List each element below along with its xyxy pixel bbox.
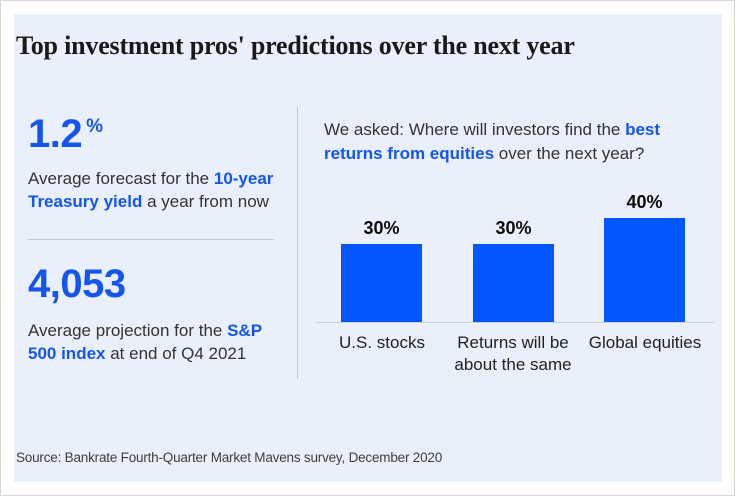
category-label-returns-same: Returns will be about the same — [454, 333, 572, 374]
stat-description-sp500: Average projection for the S&P 500 index… — [28, 319, 294, 365]
stat-sp500: 4,053 Average projection for the S&P 500… — [28, 264, 294, 365]
text-highlight: S&P 500 index — [28, 321, 262, 363]
stat-value-row: 1.2 % — [28, 114, 294, 154]
stat-value-row: 4,053 — [28, 264, 294, 304]
text-highlight: 10-year Treasury yield — [28, 169, 274, 211]
bar-us-stocks — [341, 244, 422, 322]
text-segment: at end of Q4 2021 — [105, 344, 247, 363]
stat-treasury-yield: 1.2 % Average forecast for the 10-year T… — [28, 114, 294, 213]
bar-global-equities — [604, 218, 685, 322]
bar-group-returns-same: 30% — [473, 218, 554, 322]
stat-description-treasury: Average forecast for the 10-year Treasur… — [28, 167, 294, 213]
stat-value-treasury: 1.2 — [28, 112, 83, 156]
text-highlight: best returns from equities — [324, 120, 661, 163]
text-segment: over the next year? — [494, 144, 645, 163]
bar-value-label: 30% — [363, 218, 400, 238]
bar-value-label: 40% — [626, 192, 663, 212]
category-label-us-stocks: U.S. stocks — [339, 333, 425, 352]
page-title: Top investment pros' predictions over th… — [16, 31, 575, 60]
text-segment: We asked: Where will investors find the — [324, 120, 626, 139]
survey-question: We asked: Where will investors find the … — [324, 118, 712, 166]
bar-group-global-equities: 40% — [604, 192, 685, 322]
bar-chart: 30% 30% 40% — [316, 189, 714, 323]
stat-value-sp500: 4,053 — [28, 262, 126, 306]
category-label-global-equities: Global equities — [588, 333, 702, 352]
source-attribution: Source: Bankrate Fourth-Quarter Market M… — [16, 450, 443, 465]
bar-returns-same — [473, 244, 554, 322]
bar-group-us-stocks: 30% — [341, 218, 422, 322]
vertical-divider — [297, 107, 298, 379]
text-segment: a year from now — [142, 192, 269, 211]
stat-unit-percent: % — [86, 116, 104, 137]
infographic-card: Top investment pros' predictions over th… — [14, 14, 722, 482]
text-segment: Average projection for the — [28, 321, 228, 340]
text-segment: Average forecast for the — [28, 169, 214, 188]
bar-value-label: 30% — [495, 218, 532, 238]
horizontal-divider — [28, 239, 274, 240]
